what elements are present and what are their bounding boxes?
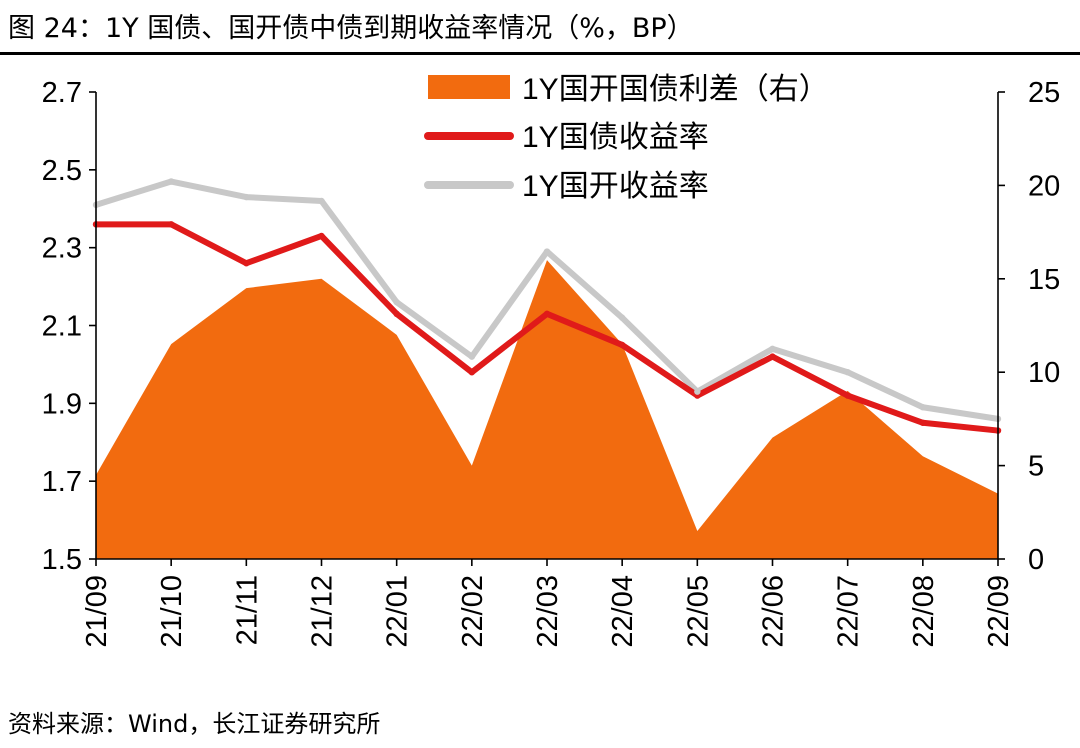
yield-chart: 1.5 1.7 1.9 2.1 2.3 2.5 2.7 0 5 10 15 20 25 21/09 21/1… bbox=[42, 73, 1061, 648]
cdb-yield-point bbox=[618, 314, 626, 321]
right-tick-label: 20 bbox=[1028, 170, 1060, 202]
cdb-yield-point bbox=[543, 248, 551, 255]
gov-yield-point bbox=[919, 419, 927, 426]
source-note: 资料来源：Wind，长江证券研究所 bbox=[8, 710, 381, 738]
left-tick-label: 2.5 bbox=[42, 155, 82, 187]
x-tick-label: 22/08 bbox=[908, 575, 940, 648]
cdb-yield-point bbox=[243, 193, 250, 201]
x-tick-label: 22/04 bbox=[607, 575, 639, 648]
x-tick-label: 21/10 bbox=[156, 575, 188, 648]
x-tick-label: 21/11 bbox=[231, 575, 263, 645]
legend-label: 1Y国开国债利差（右） bbox=[522, 73, 829, 106]
gov-yield-point bbox=[243, 260, 250, 267]
left-tick-label: 1.7 bbox=[42, 466, 82, 498]
cdb-yield-point bbox=[694, 388, 701, 395]
spread-area-layer bbox=[96, 260, 998, 559]
legend-label: 1Y国开收益率 bbox=[522, 170, 709, 203]
legend-label: 1Y国债收益率 bbox=[522, 121, 709, 154]
gov-yield-point bbox=[167, 221, 175, 228]
cdb-yield-point bbox=[769, 345, 776, 353]
chart-title: 图 24：1Y 国债、国开债中债到期收益率情况（%，BP） bbox=[8, 13, 694, 44]
cdb-yield-point bbox=[919, 404, 927, 411]
x-tick-label: 22/06 bbox=[758, 575, 790, 648]
cdb-yield-point bbox=[167, 178, 175, 185]
left-tick-label: 1.9 bbox=[42, 388, 82, 420]
yield-lines-layer bbox=[92, 178, 1002, 434]
x-tick-label: 22/03 bbox=[532, 575, 564, 648]
title-divider bbox=[0, 52, 1080, 55]
spread-area bbox=[96, 260, 998, 559]
x-tick-label: 22/01 bbox=[382, 575, 414, 648]
right-tick-label: 0 bbox=[1028, 544, 1044, 576]
gov-yield-point bbox=[318, 232, 325, 240]
gov-yield-point bbox=[844, 392, 851, 399]
cdb-yield-point bbox=[468, 353, 476, 360]
gov-yield-point bbox=[468, 369, 476, 376]
x-tick-label: 22/07 bbox=[833, 575, 865, 648]
left-tick-label: 2.7 bbox=[42, 77, 82, 109]
left-tick-label: 2.3 bbox=[42, 233, 82, 265]
x-tick-label: 21/12 bbox=[307, 575, 339, 648]
legend-swatch-spread bbox=[428, 75, 510, 99]
gov-yield-point bbox=[769, 353, 776, 360]
axes-layer: 1.5 1.7 1.9 2.1 2.3 2.5 2.7 0 5 10 15 20 25 21/09 21/1… bbox=[42, 77, 1061, 648]
gov-yield-point bbox=[543, 310, 551, 318]
x-tick-label: 22/02 bbox=[457, 575, 489, 648]
gov-yield-point bbox=[618, 341, 626, 349]
left-tick-label: 1.5 bbox=[42, 544, 82, 576]
legend: 1Y国开国债利差（右） 1Y国债收益率 1Y国开收益率 bbox=[424, 73, 829, 203]
cdb-yield-point bbox=[318, 197, 325, 205]
x-tick-label: 21/09 bbox=[81, 575, 113, 648]
right-tick-label: 5 bbox=[1028, 451, 1044, 483]
right-tick-label: 25 bbox=[1028, 77, 1060, 109]
x-tick-label: 22/09 bbox=[983, 575, 1015, 648]
cdb-yield-point bbox=[393, 298, 400, 306]
cdb-yield-point bbox=[844, 369, 851, 376]
gov-yield-point bbox=[393, 310, 400, 318]
left-tick-label: 2.1 bbox=[42, 311, 82, 343]
right-tick-label: 10 bbox=[1028, 357, 1060, 389]
right-tick-label: 15 bbox=[1028, 264, 1060, 296]
x-tick-label: 22/05 bbox=[682, 575, 714, 648]
